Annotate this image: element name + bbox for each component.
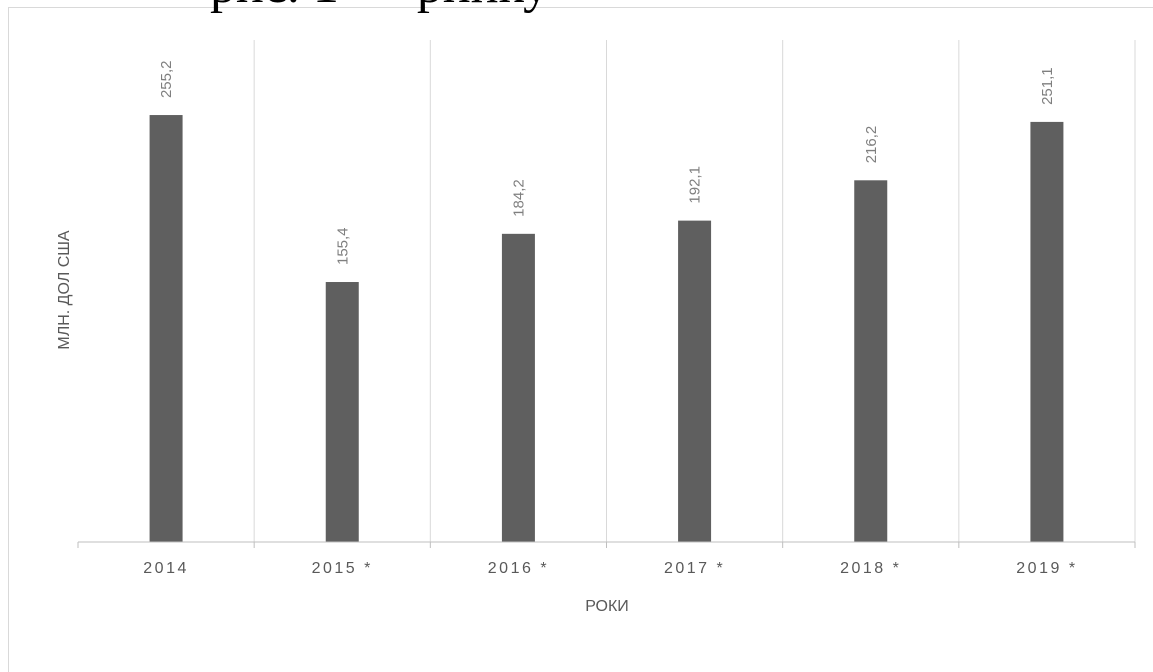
bar [678,220,712,542]
bar [149,115,183,542]
x-tick-label: 2014 [143,560,189,577]
x-axis-title: РОКИ [585,598,629,615]
data-label: 255,2 [158,61,175,99]
data-label: 192,1 [687,166,704,204]
bar [854,180,888,542]
chart-frame [8,7,1153,672]
x-tick-label: 2019 * [1016,560,1077,577]
grid-lines [253,40,1136,542]
x-axis: 2014 2015 * 2016 * 2017 * 2018 * 2019 * [77,541,1136,577]
bar [1030,121,1064,542]
data-labels: 255,2 155,4 184,2 192,1 216,2 251,1 [158,61,1056,266]
data-label: 216,2 [863,126,880,164]
cropped-heading-fragment: рис. 1 — ринку [210,0,549,15]
x-tick-label: 2015 * [312,560,373,577]
bar [325,282,359,542]
data-label: 251,1 [1039,67,1056,105]
x-tick-label: 2017 * [664,560,725,577]
x-tick-label: 2016 * [488,560,549,577]
bar [501,233,535,542]
bars [149,115,1064,542]
x-tick-label: 2018 * [840,560,901,577]
y-axis-title: МЛН. ДОЛ США [56,230,73,350]
data-label: 155,4 [334,227,351,265]
data-label: 184,2 [510,179,527,217]
